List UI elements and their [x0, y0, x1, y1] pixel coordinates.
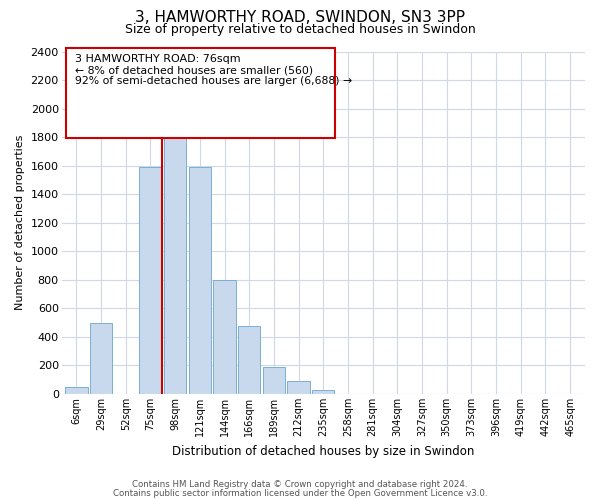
Text: 3 HAMWORTHY ROAD: 76sqm: 3 HAMWORTHY ROAD: 76sqm: [75, 54, 241, 64]
Bar: [65, 387, 88, 394]
Bar: [238, 326, 260, 394]
Bar: [214, 280, 236, 394]
X-axis label: Distribution of detached houses by size in Swindon: Distribution of detached houses by size …: [172, 444, 475, 458]
Text: 92% of semi-detached houses are larger (6,688) →: 92% of semi-detached houses are larger (…: [75, 76, 352, 86]
Y-axis label: Number of detached properties: Number of detached properties: [15, 135, 25, 310]
Text: ← 8% of detached houses are smaller (560): ← 8% of detached houses are smaller (560…: [75, 65, 313, 75]
Bar: [189, 167, 211, 394]
Bar: [287, 381, 310, 394]
Bar: [263, 367, 285, 394]
Bar: [139, 167, 161, 394]
Bar: [90, 322, 112, 394]
Bar: [312, 390, 334, 394]
Bar: [164, 116, 186, 394]
Text: Contains HM Land Registry data © Crown copyright and database right 2024.: Contains HM Land Registry data © Crown c…: [132, 480, 468, 489]
Text: Size of property relative to detached houses in Swindon: Size of property relative to detached ho…: [125, 22, 475, 36]
Text: Contains public sector information licensed under the Open Government Licence v3: Contains public sector information licen…: [113, 488, 487, 498]
Text: 3, HAMWORTHY ROAD, SWINDON, SN3 3PP: 3, HAMWORTHY ROAD, SWINDON, SN3 3PP: [135, 10, 465, 25]
